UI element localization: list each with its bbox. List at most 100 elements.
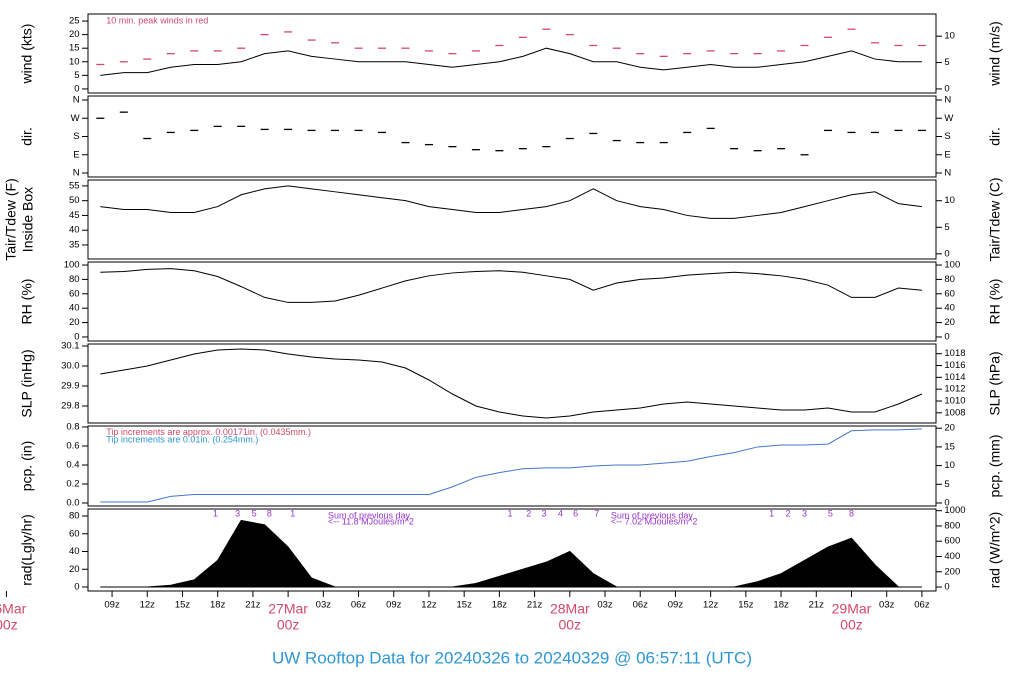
hour-mark: 1 [769,508,774,518]
y-tick-label: 1010 [944,396,965,407]
y-tick-label: N [73,95,80,106]
y-tick-label: 20 [69,564,80,575]
y-tick-label: E [73,149,79,160]
y-axis-title: wind (kts) [19,24,35,85]
y-tick-label: 10 [944,460,955,471]
date-time-label: 00z [277,617,300,633]
y-axis-title: pcp. (in) [19,441,35,492]
y-tick-label: 0 [74,331,79,342]
date-label: 26Mar [0,601,27,617]
y-tick-label: 29.8 [61,401,80,412]
y-tick-label: W [944,113,953,124]
hour-mark: 8 [267,508,272,518]
hour-mark: 3 [802,508,807,518]
y-tick-label: N [944,168,951,179]
y-tick-label: 45 [69,210,80,221]
y-tick-label: 80 [944,274,955,285]
plot-area [100,185,922,219]
y-axis-title: Tair/Tdew (F) [3,178,19,260]
data-line [100,348,923,419]
y-tick-label: 40 [944,303,955,314]
y-tick-label: 29.9 [61,381,80,392]
data-area [100,519,922,588]
y-tick-label: 20 [69,29,80,40]
y-axis-title: dir. [19,127,35,146]
chart-title: UW Rooftop Data for 20240326 to 20240329… [272,648,752,667]
panel-frame [87,95,937,178]
y-tick-label: S [944,131,950,142]
y-tick-label: 5 [944,57,949,68]
y-tick-label: 0.2 [66,479,79,490]
y2-axis-title: SLP (hPa) [987,351,1003,415]
y-tick-label: 5 [74,70,79,81]
x-tick-label: 06z [914,600,930,611]
x-tick-label: 15z [738,600,754,611]
annotation: <-- 11.8 MJoules/m^2 [328,517,414,527]
y-tick-label: 800 [944,520,960,531]
y-axis-title: SLP (inHg) [19,349,35,417]
y-tick-label: 60 [69,288,80,299]
y-axis-title: RH (%) [19,279,35,325]
y-tick-label: 1008 [944,407,965,418]
data-line [100,428,922,503]
hour-mark: 3 [541,508,546,518]
annotation: Sum of previous day [328,510,411,520]
y-tick-label: 20 [944,317,955,328]
y-tick-label: 1018 [944,348,965,359]
y-tick-label: 100 [64,260,80,271]
y-axis-title: rad(Lgly/hr) [19,514,35,586]
plot-area [96,111,926,156]
y-tick-label: E [944,149,950,160]
annotation: <-- 7.02 MJoules/m^2 [611,517,698,527]
y-tick-label: 40 [69,303,80,314]
y-tick-label: 0 [944,498,949,509]
y-tick-label: 10 [944,195,955,206]
x-tick-label: 09z [668,600,684,611]
x-tick-label: 06z [633,600,649,611]
y-tick-label: 30.0 [61,361,80,372]
y-tick-label: 15 [69,43,80,54]
x-tick-label: 06z [351,600,367,611]
x-tick-label: 18z [773,600,789,611]
y-tick-label: 1000 [944,505,965,516]
y-tick-label: 35 [69,239,80,250]
panel-frame [87,13,937,94]
y-tick-label: 60 [944,288,955,299]
y-tick-label: S [73,131,79,142]
date-label: 27Mar [268,601,308,617]
annotation: Tip increments are approx. 0.00171in. (0… [106,427,311,437]
y-tick-label: 5 [944,222,949,233]
y-tick-label: 1012 [944,384,965,395]
y-tick-label: 5 [944,479,949,490]
y-tick-label: 0 [74,582,79,593]
y-tick-label: 40 [69,225,80,236]
y-tick-label: 0 [944,248,949,259]
data-line [100,47,922,76]
y-tick-label: 0 [944,83,949,94]
y-tick-label: 200 [944,566,960,577]
y-tick-label: W [71,113,80,124]
x-tick-label: 18z [210,600,226,611]
x-tick-label: 18z [492,600,508,611]
y-tick-label: 80 [69,511,80,522]
y-tick-label: 80 [69,274,80,285]
y-tick-label: 15 [944,441,955,452]
y2-axis-title: rad (W/m^2) [987,512,1003,589]
x-tick-label: 12z [421,600,437,611]
y-tick-label: 25 [69,16,80,27]
y-tick-label: 1014 [944,372,965,383]
x-tick-label: 15z [175,600,191,611]
annotation: Sum of previous day [611,510,694,520]
x-tick-label: 03z [597,600,613,611]
hour-mark: 6 [573,508,578,518]
x-tick-label: 21z [245,600,261,611]
annotation: Tip increments are 0.01in. (0.254mm.) [106,435,258,445]
date-time-label: 00z [0,617,18,633]
hour-mark: 2 [786,508,791,518]
hour-mark: 4 [558,508,563,518]
y-tick-label: 1016 [944,360,965,371]
y-tick-label: 60 [69,528,80,539]
y-tick-label: N [944,95,951,106]
plot-area [100,348,923,419]
hour-mark: 1 [213,508,218,518]
